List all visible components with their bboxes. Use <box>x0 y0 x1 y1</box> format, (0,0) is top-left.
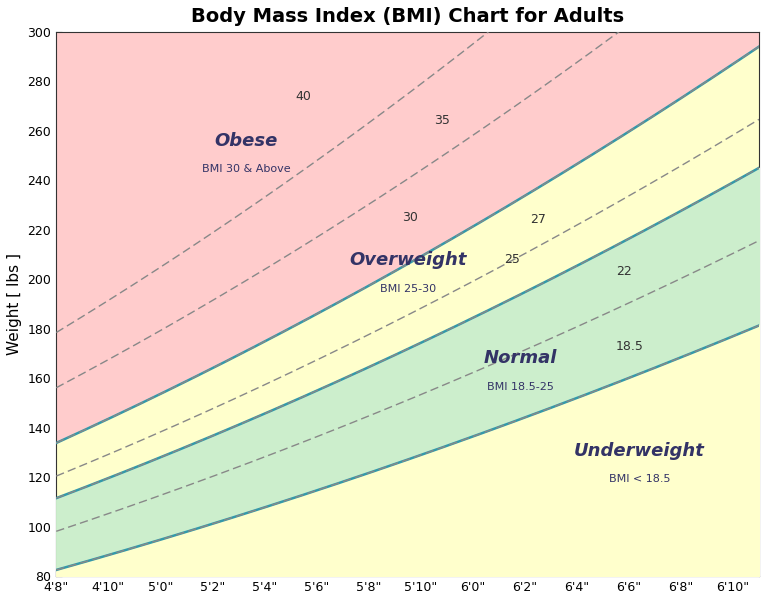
Text: 30: 30 <box>402 211 418 224</box>
Text: 35: 35 <box>434 114 450 127</box>
Text: BMI < 18.5: BMI < 18.5 <box>609 474 670 484</box>
Y-axis label: Weight [ lbs ]: Weight [ lbs ] <box>7 253 22 355</box>
Text: 22: 22 <box>616 265 632 278</box>
Text: Overweight: Overweight <box>349 251 466 269</box>
Title: Body Mass Index (BMI) Chart for Adults: Body Mass Index (BMI) Chart for Adults <box>191 7 624 26</box>
Text: 25: 25 <box>504 253 520 266</box>
Text: Obese: Obese <box>214 132 278 150</box>
Text: Normal: Normal <box>483 349 557 367</box>
Text: Underweight: Underweight <box>574 442 705 460</box>
Text: 18.5: 18.5 <box>616 340 643 353</box>
Text: 27: 27 <box>530 213 546 226</box>
Text: BMI 25-30: BMI 25-30 <box>380 284 436 294</box>
Text: BMI 18.5-25: BMI 18.5-25 <box>486 382 554 392</box>
Text: BMI 30 & Above: BMI 30 & Above <box>201 164 290 174</box>
Text: 40: 40 <box>296 90 312 103</box>
